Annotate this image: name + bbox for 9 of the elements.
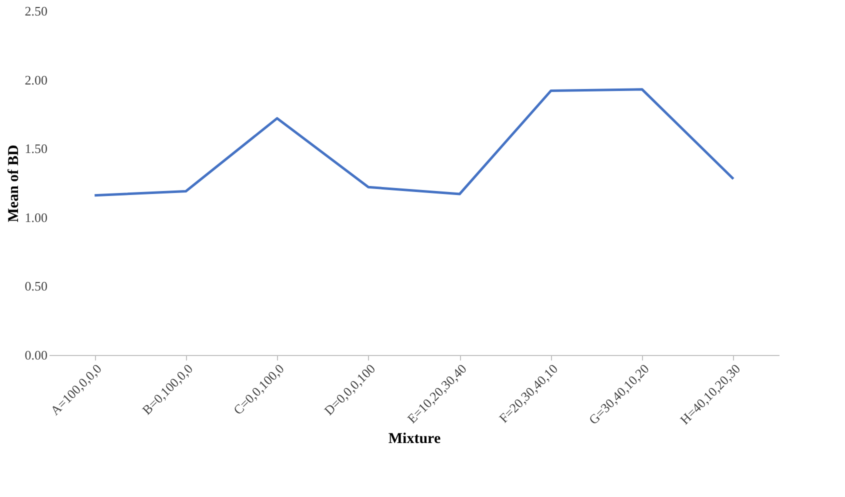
- y-tick-label: 0.00: [24, 348, 48, 362]
- y-axis-title: Mean of BD: [6, 144, 22, 222]
- y-tick-label: 2.50: [24, 4, 48, 18]
- y-tick-label: 1.00: [24, 210, 48, 225]
- x-axis-title: Mixture: [388, 431, 441, 448]
- y-tick-label: 2.00: [24, 72, 48, 88]
- y-tick-label: 0.50: [24, 278, 48, 294]
- y-tick-label: 1.50: [24, 141, 48, 156]
- line-series: [93, 88, 735, 197]
